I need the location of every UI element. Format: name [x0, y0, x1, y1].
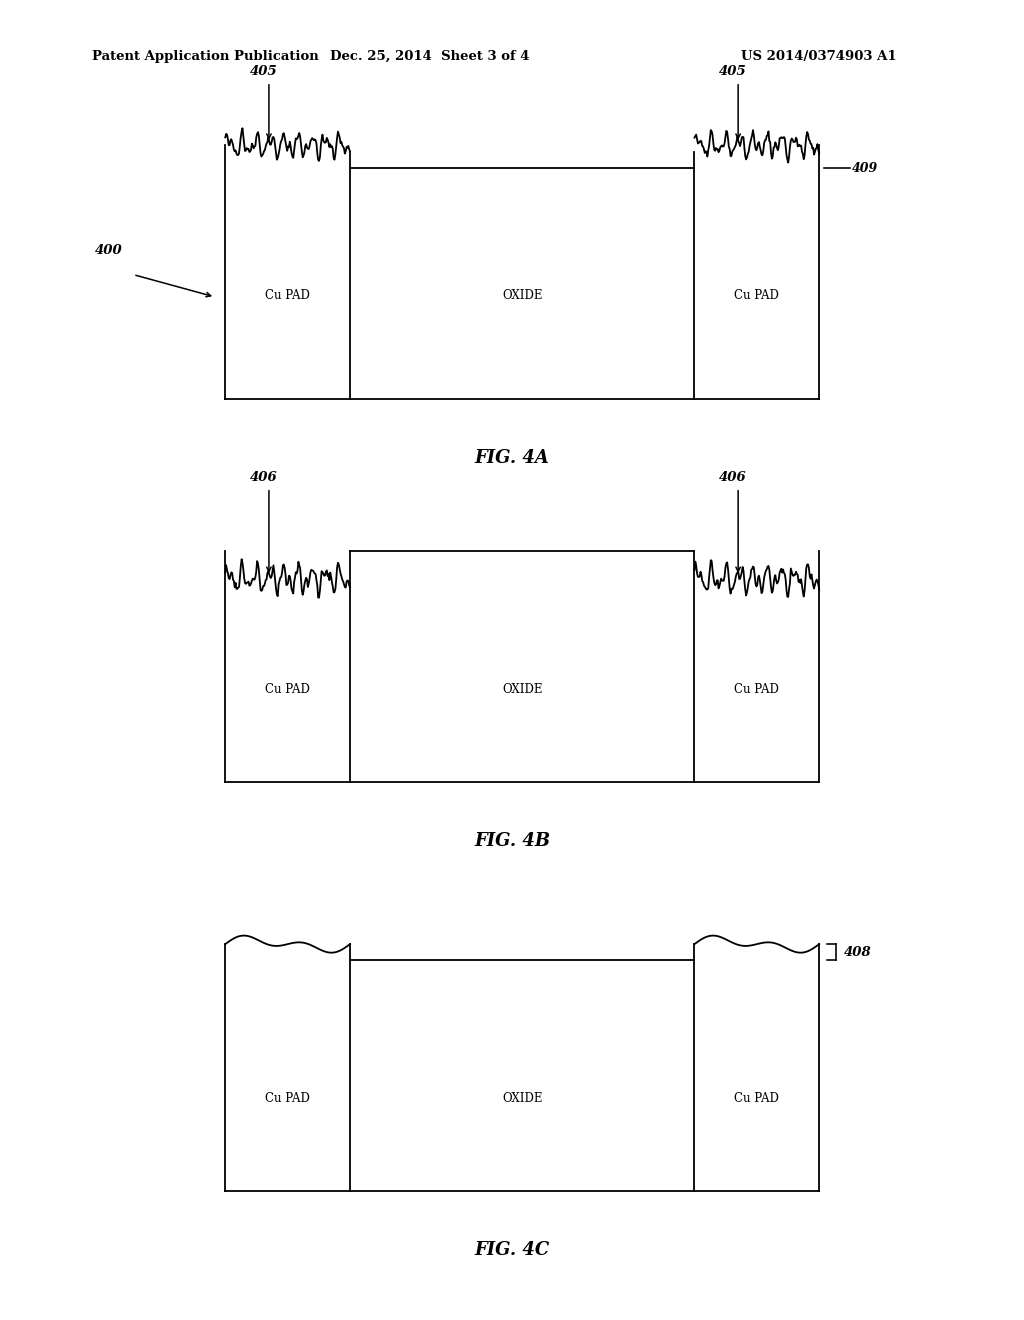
Text: FIG. 4C: FIG. 4C: [474, 1241, 550, 1259]
Text: 409: 409: [852, 162, 879, 174]
Text: Cu PAD: Cu PAD: [734, 1093, 779, 1105]
Text: 406: 406: [250, 471, 278, 483]
Text: Cu PAD: Cu PAD: [734, 289, 779, 302]
Text: Cu PAD: Cu PAD: [265, 1093, 310, 1105]
Text: US 2014/0374903 A1: US 2014/0374903 A1: [741, 50, 897, 63]
Text: 408: 408: [844, 945, 871, 958]
Text: 405: 405: [719, 65, 746, 78]
Text: OXIDE: OXIDE: [502, 1093, 543, 1105]
Text: 406: 406: [719, 471, 746, 483]
Text: OXIDE: OXIDE: [502, 684, 543, 696]
Text: Dec. 25, 2014  Sheet 3 of 4: Dec. 25, 2014 Sheet 3 of 4: [331, 50, 529, 63]
Text: Cu PAD: Cu PAD: [734, 684, 779, 696]
Text: OXIDE: OXIDE: [502, 289, 543, 302]
Text: Cu PAD: Cu PAD: [265, 684, 310, 696]
Text: FIG. 4B: FIG. 4B: [474, 833, 550, 850]
Text: 400: 400: [95, 244, 123, 257]
Text: Cu PAD: Cu PAD: [265, 289, 310, 302]
Text: 405: 405: [250, 65, 278, 78]
Text: Patent Application Publication: Patent Application Publication: [92, 50, 318, 63]
Text: FIG. 4A: FIG. 4A: [474, 449, 550, 467]
